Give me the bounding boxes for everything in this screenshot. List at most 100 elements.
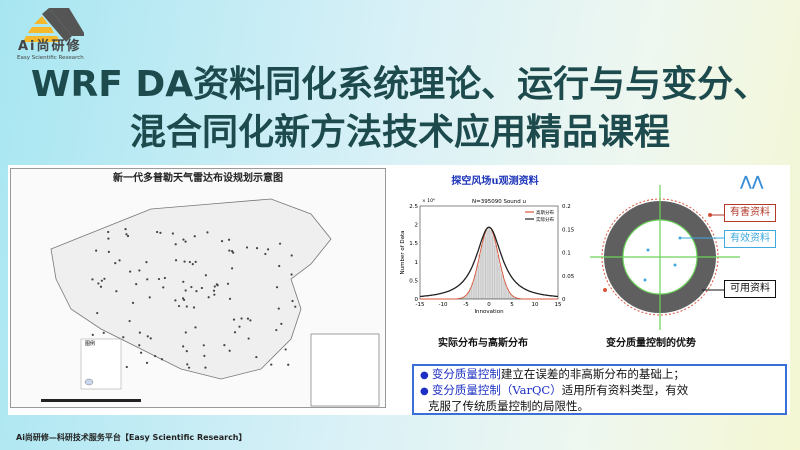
radar-station — [126, 234, 130, 238]
qc-caption: 变分质量控制的优势 — [606, 338, 696, 349]
radar-station — [212, 289, 216, 292]
radar-station — [183, 260, 186, 263]
radar-station — [294, 305, 297, 308]
y-tick-label: 2 — [415, 223, 419, 229]
radar-station — [149, 337, 152, 340]
radar-station — [184, 289, 187, 292]
map-title: 新一代多普勒天气雷达布设规划示意图 — [113, 173, 283, 184]
radar-station — [204, 366, 207, 369]
radar-station — [102, 331, 105, 334]
logo-text: Ai尚研修 — [18, 39, 82, 54]
legend-label: 高斯分布 — [536, 209, 554, 216]
radar-station — [174, 259, 178, 262]
histogram-bar — [494, 245, 497, 300]
histogram-bar — [501, 274, 504, 300]
varqc-diagram: ⋀⋀ — [590, 174, 764, 330]
histogram-bar — [476, 265, 479, 300]
footer-text: Ai尚研修—科研技术服务平台【Easy Scientific Research】 — [16, 433, 247, 442]
radar-station — [223, 344, 226, 347]
radar-station — [278, 264, 281, 268]
y-tick-label: 0.5 — [409, 278, 418, 284]
histogram-bar — [490, 230, 493, 300]
radar-station — [255, 355, 258, 359]
radar-station — [148, 296, 151, 299]
logo-icon — [23, 8, 84, 42]
radar-station — [207, 296, 210, 299]
radar-station — [200, 286, 204, 290]
radar-station — [245, 246, 249, 249]
radar-station — [128, 319, 131, 323]
histogram-caption: 实际分布与高斯分布 — [438, 338, 528, 349]
radar-station — [226, 282, 230, 285]
radar-station — [107, 230, 110, 234]
radar-station — [140, 351, 143, 354]
radar-station — [215, 283, 218, 286]
radar-station — [264, 252, 267, 256]
y-tick-label: 1 — [415, 260, 419, 266]
y2-tick-label: 0.15 — [562, 227, 575, 233]
radar-station — [194, 260, 197, 264]
radar-station — [185, 350, 188, 353]
radar-station — [100, 279, 103, 282]
radar-station — [220, 239, 224, 243]
radar-station — [193, 235, 196, 238]
radar-station — [238, 325, 241, 328]
y2-tick-label: 0.2 — [562, 204, 571, 210]
radar-station — [186, 363, 189, 366]
radar-station — [122, 336, 125, 339]
radar-station — [188, 260, 191, 264]
radar-station — [255, 247, 259, 250]
x-tick-label: 10 — [532, 302, 539, 308]
annotation: N=395090 Sound u — [472, 199, 526, 205]
radar-station — [284, 348, 287, 351]
y-tick-label: 2.5 — [409, 204, 418, 210]
radar-station — [249, 319, 252, 322]
histogram-bar — [485, 230, 488, 300]
y-tick-label: 1.5 — [409, 241, 418, 247]
radar-station — [91, 278, 94, 281]
radar-station — [182, 280, 185, 283]
corner-logo-icon: ⋀⋀ — [740, 174, 764, 190]
radar-station — [206, 231, 209, 234]
series-line-1 — [419, 226, 559, 298]
bullet-2-cont: 克服了传统质量控制的局限性。 — [428, 399, 589, 413]
scale-bar — [41, 399, 141, 402]
x-tick-label: 5 — [510, 302, 514, 308]
radar-station — [213, 293, 216, 296]
histogram-bar — [499, 265, 502, 300]
radar-station — [124, 228, 127, 231]
page-title-line2: 混合同化新方法技术应用精品课程 — [129, 112, 670, 153]
radar-station — [228, 297, 232, 300]
radar-station — [107, 250, 110, 253]
radar-station — [246, 317, 250, 320]
histogram-bar — [483, 236, 486, 300]
radar-station — [184, 240, 187, 243]
china-map — [41, 198, 380, 407]
radar-station — [247, 337, 250, 340]
histogram-title: 探空风场u观测资料 — [451, 176, 539, 187]
radar-station — [287, 363, 290, 366]
radar-station — [280, 322, 283, 326]
radar-station — [129, 270, 132, 273]
radar-station — [275, 328, 278, 332]
radar-station — [232, 318, 236, 321]
histogram-bar — [478, 255, 481, 300]
x-tick-label: -10 — [439, 302, 448, 308]
radar-station — [174, 299, 177, 302]
radar-station — [181, 297, 185, 300]
radar-station — [185, 305, 188, 308]
y2-tick-label: 0.1 — [562, 251, 571, 257]
radar-station — [227, 238, 231, 241]
radar-station — [177, 304, 181, 308]
radar-station — [182, 345, 185, 348]
radar-station — [159, 231, 162, 234]
x-axis-label: Innovation — [474, 309, 504, 315]
histogram-bar — [487, 228, 490, 300]
radar-station — [95, 249, 98, 252]
radar-station — [266, 248, 270, 251]
radar-station — [290, 254, 293, 257]
legend-title: 图例 — [85, 341, 96, 347]
radar-station — [232, 251, 235, 254]
radar-station — [204, 274, 207, 277]
